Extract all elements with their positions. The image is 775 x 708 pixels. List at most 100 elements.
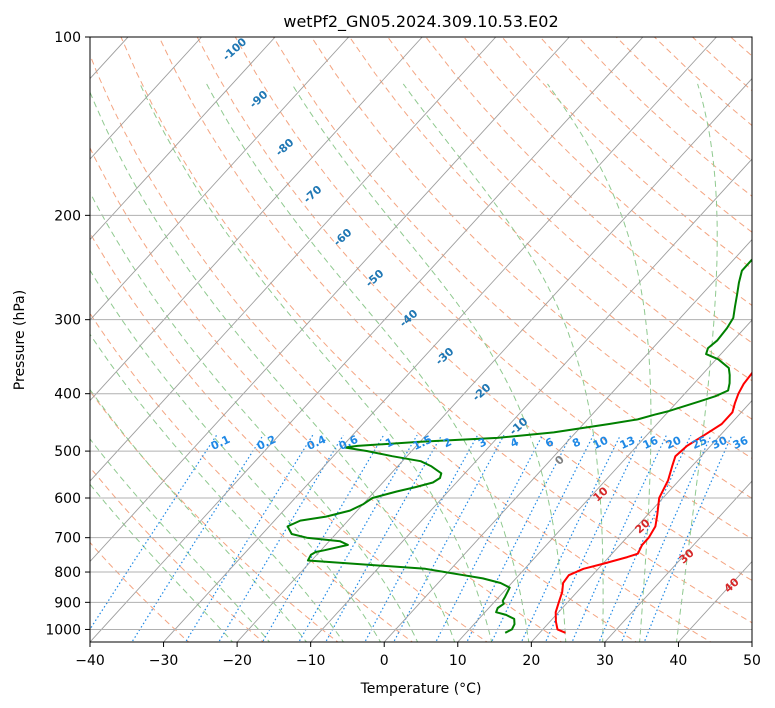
mixing-ratio-label: 4 <box>508 435 521 450</box>
isotherm <box>90 37 202 160</box>
moist-adiabat <box>90 269 382 642</box>
mixing-ratio-line <box>298 434 418 642</box>
dry-adiabat-label: 40 <box>722 575 742 595</box>
dry-adiabat <box>692 37 752 92</box>
mixing-ratio-line <box>90 434 218 631</box>
x-tick-label: 10 <box>449 653 467 669</box>
y-tick-label: 300 <box>54 313 81 329</box>
mixing-ratio-label: 8 <box>570 435 582 450</box>
dry-adiabat-label: 20 <box>633 516 653 536</box>
mixing-ratio-label: 0.4 <box>305 433 328 453</box>
dry-adiabat <box>272 37 752 499</box>
x-tick-label: 40 <box>670 653 688 669</box>
isotherm <box>90 37 423 402</box>
moist-adiabat <box>291 83 567 642</box>
x-tick-label: −20 <box>222 653 252 669</box>
dry-adiabat <box>234 37 752 540</box>
mixing-ratio-line <box>598 434 692 642</box>
mixing-ratio-label: 6 <box>543 435 556 450</box>
dry-adiabat <box>90 390 339 642</box>
dry-adiabat-label: -70 <box>301 183 325 206</box>
dry-adiabat <box>311 37 752 460</box>
moist-adiabat <box>402 83 604 642</box>
y-tick-label: 500 <box>54 444 81 460</box>
mixing-ratio-line <box>218 434 344 642</box>
profile-lines <box>286 258 752 634</box>
mixing-ratio-line <box>466 434 572 642</box>
moist-adiabat <box>90 90 456 642</box>
y-tick-label: 200 <box>54 208 81 224</box>
mixing-ratio-label: 25 <box>690 434 709 452</box>
moist-adiabat <box>90 388 308 642</box>
isotherm <box>310 158 752 642</box>
moist-adiabat <box>139 83 493 642</box>
dry-adiabat <box>90 146 563 642</box>
x-tick-label: 30 <box>596 653 614 669</box>
mixing-ratio-label: 13 <box>618 434 637 452</box>
x-tick-label: 0 <box>380 653 389 669</box>
dry-adiabat <box>769 37 775 644</box>
mixing-ratio-line <box>435 434 544 642</box>
isotherm <box>236 77 752 642</box>
x-tick-label: −40 <box>75 653 105 669</box>
mixing-ratio-label: 20 <box>664 434 684 452</box>
background-lines <box>90 37 775 644</box>
moist-adiabat <box>206 83 530 642</box>
plot-area: -100-90-80-70-60-50-40-30-20-10010203040… <box>90 35 775 644</box>
mixing-ratio-label: 1.5 <box>411 433 434 453</box>
isotherm <box>90 37 644 642</box>
dry-adiabat-label: -50 <box>363 267 387 290</box>
dry-adiabat <box>654 37 752 127</box>
mixing-ratio-line <box>325 434 443 642</box>
dry-adiabat-label: -40 <box>397 307 421 330</box>
isotherm <box>90 37 350 321</box>
isotherm <box>751 641 752 642</box>
y-tick-label: 600 <box>54 491 81 507</box>
mixing-ratio-line <box>184 434 314 642</box>
y-tick-label: 1000 <box>45 622 81 638</box>
plot-frame <box>89 36 753 643</box>
isotherm <box>531 399 752 642</box>
isotherm <box>604 480 752 642</box>
dewpoint-profile <box>286 258 752 634</box>
dry-adiabat-label: -20 <box>470 381 494 404</box>
x-tick-label: 20 <box>522 653 540 669</box>
y-tick-label: 100 <box>54 30 81 46</box>
isotherm <box>678 560 752 642</box>
y-tick-label: 400 <box>54 387 81 403</box>
y-tick-label: 900 <box>54 595 81 611</box>
dry-adiabat <box>90 53 638 642</box>
moist-adiabat <box>675 83 718 642</box>
dry-adiabat-label: 10 <box>591 484 611 504</box>
y-axis: 100 200 300 400 500 600 700 800 900 1000 <box>45 30 90 638</box>
dry-adiabat-label: 30 <box>677 546 697 566</box>
moist-adiabat <box>90 333 345 642</box>
mixing-ratio-label: 0.1 <box>209 433 232 453</box>
isotherm <box>163 37 717 642</box>
dry-adiabat-label: -60 <box>331 226 355 249</box>
x-tick-label: −10 <box>296 653 326 669</box>
dry-adiabat <box>425 37 752 344</box>
moist-adiabat <box>547 83 652 642</box>
isotherm <box>90 37 497 482</box>
mixing-ratio-label: 0.2 <box>255 433 278 453</box>
dry-adiabat <box>539 37 752 233</box>
isotherm <box>383 238 752 642</box>
moist-adiabat <box>90 438 271 642</box>
dry-adiabat <box>730 37 752 57</box>
dry-adiabat-label: -80 <box>273 136 297 159</box>
dry-adiabat <box>90 541 190 642</box>
mixing-ratio-label: 2 <box>441 435 453 450</box>
mixing-ratio-label: 30 <box>710 434 730 452</box>
mixing-ratio-line <box>491 434 594 642</box>
dry-adiabat <box>196 37 752 581</box>
dry-adiabat <box>577 37 752 197</box>
mixing-ratio-label: 10 <box>591 434 611 452</box>
x-axis-label: Temperature (°C) <box>360 681 482 697</box>
isotherm <box>90 37 570 563</box>
mixing-ratio-line <box>544 434 643 642</box>
chart-title: wetPf2_GN05.2024.309.10.53.E02 <box>283 12 558 32</box>
moist-adiabat <box>90 483 234 642</box>
x-tick-label: 50 <box>743 653 761 669</box>
